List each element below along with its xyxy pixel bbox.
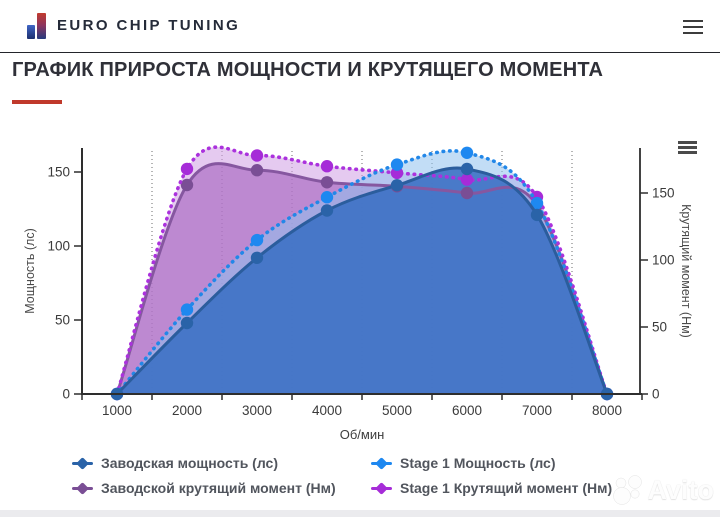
legend-item-stock-power[interactable]: Заводская мощность (лс) <box>72 455 278 471</box>
marker-stock-power <box>390 179 404 192</box>
marker-stage1-power <box>530 196 544 210</box>
tick-label: 100 <box>47 239 70 254</box>
marker-stage1-power <box>390 158 404 171</box>
tick-label: 150 <box>652 186 675 201</box>
tick-label: 7000 <box>522 403 552 418</box>
marker-stock-torque <box>460 186 474 200</box>
brand-logo-icon <box>27 12 46 39</box>
legend-marker-stage1-torque-icon <box>371 482 392 494</box>
area-stage1-torque <box>117 147 607 394</box>
tick-labels: 1000 2000 3000 4000 5000 6000 7000 800005010015… <box>47 165 674 418</box>
marker-stage1-power <box>320 191 334 204</box>
marker-stock-torque <box>600 387 614 401</box>
avito-logo-icon <box>612 475 642 505</box>
tick-label: 0 <box>62 387 70 402</box>
marker-stage1-torque <box>600 387 614 401</box>
series-lines <box>110 145 614 401</box>
logo-bar-blue <box>27 25 35 39</box>
title-accent-bar <box>12 100 62 104</box>
legend-label: Заводской крутящий момент (Нм) <box>101 480 336 496</box>
tick-label: 5000 <box>382 403 412 418</box>
marker-stage1-torque <box>250 149 264 162</box>
legend-item-stage1-torque[interactable]: Stage 1 Крутящий момент (Нм) <box>371 480 612 496</box>
marker-stock-torque <box>110 387 124 401</box>
series-areas <box>117 147 607 394</box>
tick-label: 50 <box>55 313 70 328</box>
brand-name: EURO CHIP TUNING <box>57 17 241 34</box>
legend-label: Stage 1 Мощность (лс) <box>400 455 556 471</box>
legend-item-stage1-power[interactable]: Stage 1 Мощность (лс) <box>371 455 556 471</box>
tick-label: 50 <box>652 320 667 335</box>
avito-watermark: Avito <box>611 474 715 506</box>
axes <box>74 148 648 400</box>
tick-label: 3000 <box>242 403 272 418</box>
tick-label: 8000 <box>592 403 622 418</box>
line-stock-power <box>115 166 609 396</box>
tick-label: 0 <box>652 387 660 402</box>
gridlines <box>151 151 573 394</box>
marker-stage1-torque <box>530 190 544 204</box>
marker-stock-power <box>110 387 124 401</box>
tick-label: 4000 <box>312 403 342 418</box>
marker-stage1-power <box>110 387 124 401</box>
marker-stage1-torque <box>180 162 194 176</box>
tick-label: 2000 <box>172 403 202 418</box>
right-axis-title: Крутящий момент (Нм) <box>679 204 693 338</box>
marker-stock-torque <box>320 176 334 189</box>
bottom-strip <box>0 510 720 517</box>
hamburger-menu-icon[interactable] <box>683 20 703 38</box>
marker-stock-torque <box>530 198 544 212</box>
marker-stock-power <box>250 251 264 264</box>
page-title: ГРАФИК ПРИРОСТА МОЩНОСТИ И КРУТЯЩЕГО МОМ… <box>12 59 604 81</box>
chart-menu-button[interactable] <box>678 141 697 156</box>
area-stage1-power <box>117 150 607 394</box>
marker-stock-power <box>180 316 194 330</box>
marker-stage1-power <box>180 303 194 316</box>
logo-bar-red <box>37 13 46 39</box>
legend-marker-stage1-power-icon <box>371 457 392 469</box>
marker-stock-torque <box>180 178 194 192</box>
tick-label: 150 <box>47 165 70 180</box>
marker-stage1-torque <box>460 173 474 186</box>
legend-label: Stage 1 Крутящий момент (Нм) <box>400 480 613 496</box>
marker-stage1-torque <box>320 160 334 173</box>
tick-label: 100 <box>652 253 675 268</box>
x-axis-title: Об/мин <box>339 427 385 442</box>
line-stage1-torque <box>115 145 609 396</box>
marker-stage1-power <box>460 146 474 159</box>
marker-stock-power <box>530 208 544 222</box>
marker-stage1-torque <box>390 166 404 180</box>
left-axis-title: Мощность (лс) <box>23 228 37 314</box>
header: EURO CHIP TUNING <box>0 0 720 53</box>
marker-stage1-torque <box>110 387 124 401</box>
legend-item-stock-torque[interactable]: Заводской крутящий момент (Нм) <box>72 480 336 496</box>
marker-stock-power <box>600 387 614 401</box>
legend-marker-stock-power-icon <box>72 457 93 469</box>
avito-watermark-text: Avito <box>647 474 715 505</box>
marker-stock-power <box>460 162 474 176</box>
marker-stage1-power <box>600 387 614 401</box>
line-stock-torque <box>115 162 609 395</box>
legend-label: Заводская мощность (лс) <box>101 455 279 471</box>
marker-stock-torque <box>250 164 264 177</box>
line-stage1-power <box>115 149 609 396</box>
axis-left-bottom <box>81 148 642 395</box>
tick-label: 6000 <box>452 403 482 418</box>
marker-stage1-power <box>250 233 264 247</box>
tick-label: 1000 <box>102 403 132 418</box>
area-stock-power <box>117 167 607 394</box>
legend-marker-stock-torque-icon <box>72 482 93 494</box>
marker-stock-torque <box>390 180 404 193</box>
area-stock-torque <box>117 163 607 394</box>
marker-stock-power <box>320 204 334 217</box>
